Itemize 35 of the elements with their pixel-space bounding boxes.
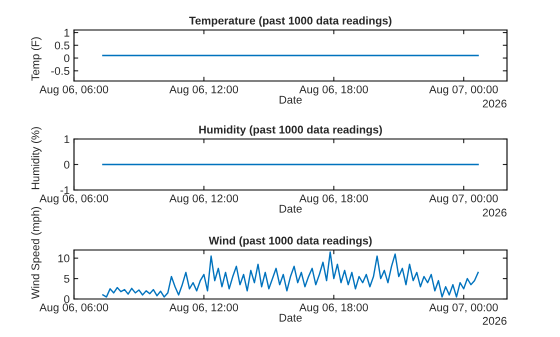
x-axis-title: Date xyxy=(280,96,302,104)
text: 2026 xyxy=(482,208,507,217)
chart-title: Wind (past 1000 data readings) xyxy=(208,236,372,247)
text: 2026 xyxy=(482,100,507,108)
y-tick-label: -1 xyxy=(60,186,70,194)
x-tick-label: Aug 06, 12:00 xyxy=(169,194,238,205)
y-axis-title: Temp (F) xyxy=(31,37,42,81)
y-tick-label: 5 xyxy=(64,274,70,283)
x-tick-label: Aug 07, 00:00 xyxy=(429,194,498,205)
y-tick-label: 0 xyxy=(64,295,70,304)
y-tick-label: 1 xyxy=(64,135,70,144)
x-axis-title: Date xyxy=(280,314,302,322)
x-tick-label: Aug 07, 00:00 xyxy=(429,85,498,96)
y-axis-title: Humidity (%) xyxy=(31,127,42,190)
y-tick-label: -0.5 xyxy=(51,67,70,75)
text: 2026 xyxy=(482,316,507,325)
x-tick-label: Aug 06, 06:00 xyxy=(39,85,108,96)
chart-title: Temperature (past 1000 data readings) xyxy=(189,16,392,27)
x-tick-label: Aug 06, 06:00 xyxy=(39,194,108,205)
x-tick-label: Aug 07, 00:00 xyxy=(429,303,498,314)
y-tick-label: 0 xyxy=(64,54,70,62)
x-tick-label: Aug 06, 12:00 xyxy=(169,303,238,314)
y-tick-label: 10 xyxy=(58,254,70,262)
y-tick-label: 0.5 xyxy=(54,42,70,50)
y-axis-title: Wind Speed (mph) xyxy=(31,207,42,299)
chart-title: Humidity (past 1000 data readings) xyxy=(199,125,382,136)
y-tick-label: 0 xyxy=(64,160,70,169)
x-axis-title: Date xyxy=(280,204,302,213)
x-tick-label: Aug 06, 06:00 xyxy=(39,303,108,314)
x-tick-label: Aug 06, 18:00 xyxy=(299,85,368,96)
x-tick-label: Aug 06, 12:00 xyxy=(169,85,238,96)
y-tick-label: 1 xyxy=(64,28,70,37)
x-tick-label: Aug 06, 18:00 xyxy=(299,194,368,205)
line-series xyxy=(102,251,479,298)
x-tick-label: Aug 06, 18:00 xyxy=(299,303,368,314)
